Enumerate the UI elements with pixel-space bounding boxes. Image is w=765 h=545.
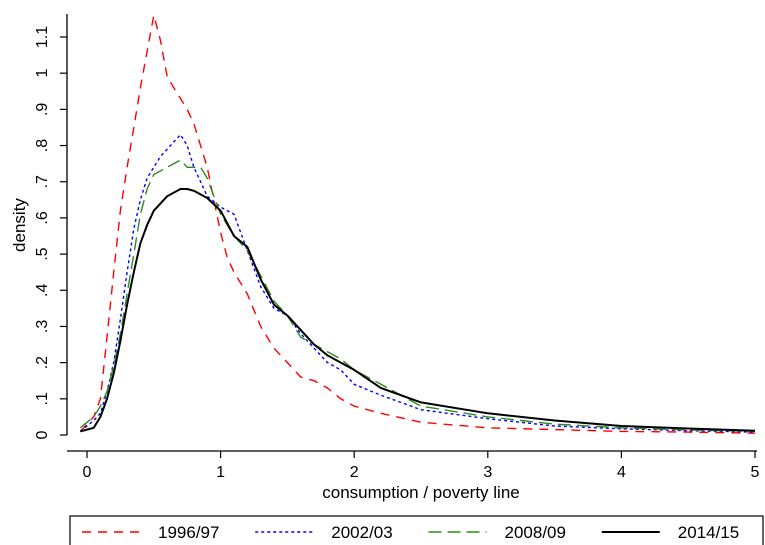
legend-box <box>69 515 764 545</box>
x-tick-label: 3 <box>483 464 492 481</box>
legend-label-0: 1996/97 <box>158 523 219 542</box>
y-axis-title: density <box>10 198 29 252</box>
y-tick-label: .9 <box>34 103 51 116</box>
legend-items: 1996/97 2002/03 2008/09 2014/15 <box>82 523 739 542</box>
x-tick-label: 1 <box>216 464 225 481</box>
series-line-2 <box>79 159 756 433</box>
x-ticks: 0 1 2 3 4 5 <box>83 451 760 481</box>
series-line-0 <box>79 14 756 434</box>
y-tick-label: .7 <box>34 175 51 188</box>
x-axis-title: consumption / poverty line <box>322 483 520 502</box>
x-tick-label: 0 <box>83 464 92 481</box>
y-tick-label: .5 <box>34 247 51 260</box>
y-tick-label: .8 <box>34 139 51 152</box>
y-ticks: 0 .1 .2 .3 .4 .5 .6 .7 .8 .9 1 1.1 <box>34 26 67 439</box>
y-tick-label: .1 <box>34 392 51 405</box>
y-tick-label: .4 <box>34 283 51 296</box>
y-tick-label: 1.1 <box>34 26 51 48</box>
y-tick-label: .6 <box>34 211 51 224</box>
y-tick-label: 0 <box>34 430 51 439</box>
y-tick-label: 1 <box>34 69 51 78</box>
legend-label-1: 2002/03 <box>331 523 392 542</box>
series-line-1 <box>79 133 756 433</box>
y-tick-label: .3 <box>34 320 51 333</box>
x-axis: 0 1 2 3 4 5 consumption / poverty line <box>67 450 760 502</box>
y-tick-label: .2 <box>34 356 51 369</box>
legend-label-3: 2014/15 <box>678 523 739 542</box>
legend: 1996/97 2002/03 2008/09 2014/15 <box>69 515 764 545</box>
x-tick-label: 2 <box>350 464 359 481</box>
y-axis: 0 .1 .2 .3 .4 .5 .6 .7 .8 .9 1 1.1 density <box>10 14 68 439</box>
series-line-3 <box>80 188 756 433</box>
legend-label-2: 2008/09 <box>505 523 566 542</box>
x-tick-label: 5 <box>751 464 760 481</box>
x-tick-label: 4 <box>617 464 626 481</box>
series-lines <box>79 14 756 434</box>
